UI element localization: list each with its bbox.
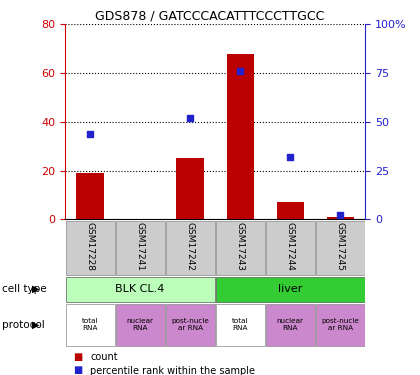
Text: nuclear
RNA: nuclear RNA xyxy=(127,318,154,331)
Text: nuclear
RNA: nuclear RNA xyxy=(277,318,304,331)
Bar xyxy=(327,217,354,219)
Text: ■: ■ xyxy=(74,352,83,362)
Text: GSM17242: GSM17242 xyxy=(186,222,195,271)
Bar xyxy=(266,303,315,346)
Bar xyxy=(66,277,215,302)
Point xyxy=(337,213,344,219)
Bar xyxy=(66,303,115,346)
Text: GSM17245: GSM17245 xyxy=(336,222,345,271)
Text: protocol: protocol xyxy=(2,320,45,330)
Text: total
RNA: total RNA xyxy=(82,318,98,331)
Text: GDS878 / GATCCCACATTTCCCTTGCC: GDS878 / GATCCCACATTTCCCTTGCC xyxy=(95,9,325,22)
Bar xyxy=(66,220,115,275)
Point xyxy=(87,130,94,136)
Bar xyxy=(216,220,265,275)
Text: percentile rank within the sample: percentile rank within the sample xyxy=(90,366,255,375)
Bar xyxy=(316,303,365,346)
Text: GSM17244: GSM17244 xyxy=(286,222,295,271)
Point xyxy=(187,115,194,121)
Bar xyxy=(276,202,304,219)
Text: ▶: ▶ xyxy=(32,320,39,330)
Text: post-nucle
ar RNA: post-nucle ar RNA xyxy=(171,318,209,331)
Text: post-nucle
ar RNA: post-nucle ar RNA xyxy=(321,318,360,331)
Text: GSM17228: GSM17228 xyxy=(86,222,94,271)
Text: GSM17241: GSM17241 xyxy=(136,222,144,271)
Text: ▶: ▶ xyxy=(32,284,39,294)
Text: count: count xyxy=(90,352,118,362)
Bar xyxy=(166,303,215,346)
Bar xyxy=(176,158,204,219)
Bar xyxy=(266,220,315,275)
Bar xyxy=(216,277,365,302)
Text: ■: ■ xyxy=(74,366,83,375)
Point xyxy=(287,154,294,160)
Text: liver: liver xyxy=(278,284,302,294)
Bar xyxy=(116,220,165,275)
Text: total
RNA: total RNA xyxy=(232,318,249,331)
Bar xyxy=(226,54,254,219)
Text: BLK CL.4: BLK CL.4 xyxy=(116,284,165,294)
Text: GSM17243: GSM17243 xyxy=(236,222,245,271)
Bar xyxy=(76,173,104,219)
Point xyxy=(237,68,244,74)
Bar xyxy=(116,303,165,346)
Bar xyxy=(166,220,215,275)
Bar xyxy=(216,303,265,346)
Bar xyxy=(316,220,365,275)
Text: cell type: cell type xyxy=(2,284,47,294)
